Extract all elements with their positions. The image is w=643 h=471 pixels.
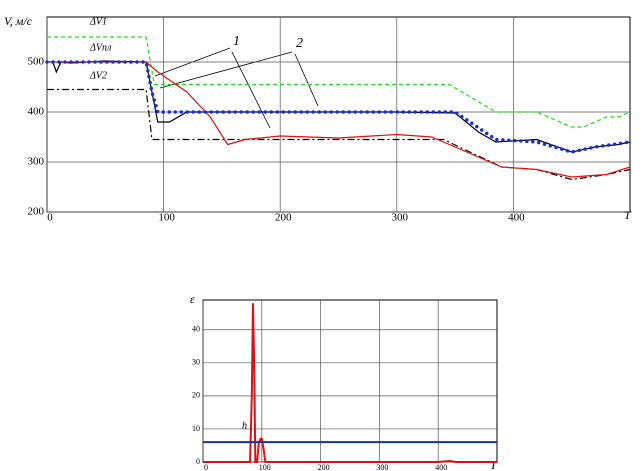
- x-axis-label: T: [490, 458, 498, 471]
- series-line: [45, 60, 632, 154]
- series-label: h: [242, 420, 247, 431]
- leader-line: [159, 51, 293, 89]
- x-tick-label: 400: [508, 212, 525, 224]
- y-axis-label: ε: [190, 292, 195, 306]
- y-tick-label: 0: [196, 457, 200, 466]
- series-line: [47, 88, 631, 181]
- x-tick-label: 0: [204, 463, 208, 471]
- x-tick-label: 200: [318, 463, 330, 471]
- plot-area: [202, 299, 498, 463]
- y-tick-label: 30: [192, 358, 200, 367]
- y-tick-label: 300: [28, 156, 45, 168]
- series-label: ΔV1: [89, 16, 107, 27]
- series-label: ΔV2: [89, 70, 107, 81]
- y-tick-label: 200: [28, 206, 45, 218]
- series-line: [47, 36, 631, 128]
- x-tick-label: 0: [47, 212, 53, 224]
- x-tick-label: 300: [376, 463, 388, 471]
- y-tick-label: 40: [192, 325, 200, 334]
- annotation: 2: [296, 36, 303, 51]
- series-line: [203, 303, 497, 463]
- annotation: 1: [233, 34, 240, 49]
- y-tick-label: 400: [28, 106, 45, 118]
- series-line: [47, 61, 631, 178]
- y-tick-label: 500: [28, 56, 45, 68]
- x-tick-label: 100: [259, 463, 271, 471]
- x-axis-label: T: [624, 208, 632, 222]
- x-tick-label: 300: [392, 212, 409, 224]
- y-tick-label: 20: [192, 391, 200, 400]
- plot-area: [46, 16, 631, 213]
- leader-line: [231, 51, 271, 129]
- y-axis-label: V, м/с: [4, 14, 33, 28]
- series-label: ΔVпл: [89, 42, 112, 53]
- x-tick-label: 200: [275, 212, 292, 224]
- x-tick-label: 100: [158, 212, 175, 224]
- x-tick-label: 400: [435, 463, 447, 471]
- y-tick-label: 10: [192, 424, 200, 433]
- leader-line: [294, 53, 319, 107]
